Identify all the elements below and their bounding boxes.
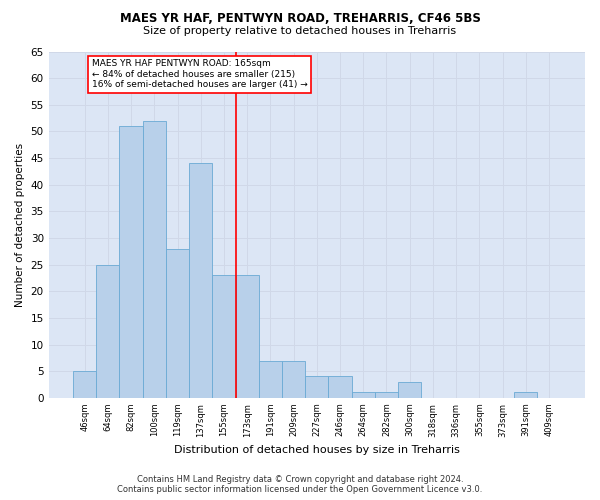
Text: MAES YR HAF PENTWYN ROAD: 165sqm
← 84% of detached houses are smaller (215)
16% : MAES YR HAF PENTWYN ROAD: 165sqm ← 84% o… <box>92 60 307 90</box>
Bar <box>352 392 375 398</box>
Bar <box>398 382 421 398</box>
Bar <box>73 371 96 398</box>
Text: Contains HM Land Registry data © Crown copyright and database right 2024.
Contai: Contains HM Land Registry data © Crown c… <box>118 474 482 494</box>
Bar <box>236 276 259 398</box>
Bar <box>96 264 119 398</box>
Bar <box>328 376 352 398</box>
Bar <box>282 360 305 398</box>
Bar <box>166 248 189 398</box>
Bar <box>119 126 143 398</box>
Bar <box>189 164 212 398</box>
Text: MAES YR HAF, PENTWYN ROAD, TREHARRIS, CF46 5BS: MAES YR HAF, PENTWYN ROAD, TREHARRIS, CF… <box>119 12 481 26</box>
Bar <box>259 360 282 398</box>
Y-axis label: Number of detached properties: Number of detached properties <box>15 142 25 306</box>
Bar <box>514 392 538 398</box>
Bar <box>212 276 236 398</box>
Bar <box>305 376 328 398</box>
Bar <box>143 121 166 398</box>
Bar <box>375 392 398 398</box>
X-axis label: Distribution of detached houses by size in Treharris: Distribution of detached houses by size … <box>174 445 460 455</box>
Text: Size of property relative to detached houses in Treharris: Size of property relative to detached ho… <box>143 26 457 36</box>
